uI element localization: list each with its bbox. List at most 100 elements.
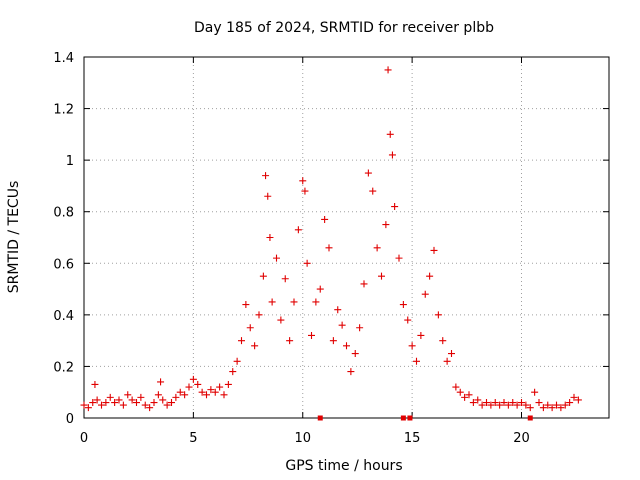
data-point <box>301 187 309 195</box>
data-point <box>557 404 565 412</box>
y-tick-label: 1 <box>66 154 74 169</box>
data-point <box>242 301 250 309</box>
data-point <box>399 301 407 309</box>
data-point <box>259 272 267 280</box>
data-point <box>290 298 298 306</box>
data-point <box>421 290 429 298</box>
data-point <box>478 401 486 409</box>
data-point <box>91 380 99 388</box>
data-point <box>334 306 342 314</box>
data-point <box>266 234 274 241</box>
data-point <box>211 388 219 396</box>
x-tick-label: 15 <box>404 431 421 446</box>
data-point <box>426 272 434 280</box>
x-tick-label: 5 <box>189 431 197 446</box>
data-point <box>487 401 495 409</box>
data-point <box>294 226 302 234</box>
data-point <box>111 399 119 407</box>
data-point <box>364 169 372 177</box>
data-point <box>124 391 132 399</box>
data-point <box>316 285 324 293</box>
x-tick-label: 10 <box>294 431 311 446</box>
data-point <box>233 357 241 365</box>
data-points <box>80 66 582 421</box>
data-point <box>574 396 582 404</box>
data-point <box>303 259 311 267</box>
data-point <box>189 375 197 383</box>
data-point <box>168 399 175 407</box>
data-point <box>308 331 315 339</box>
data-point <box>273 254 280 262</box>
data-point <box>207 386 215 394</box>
data-point <box>566 399 574 407</box>
data-point <box>141 401 149 409</box>
data-point <box>84 404 92 412</box>
data-point <box>504 401 512 409</box>
y-tick-label: 0.2 <box>53 360 74 375</box>
data-point <box>216 383 224 391</box>
data-point <box>386 130 394 138</box>
baseline-marker <box>407 415 413 421</box>
y-tick-label: 0.8 <box>53 206 74 221</box>
data-point <box>369 187 377 195</box>
data-point <box>513 401 521 409</box>
data-point <box>434 311 442 319</box>
data-point <box>268 298 276 306</box>
data-point <box>146 404 154 412</box>
data-point <box>509 399 517 407</box>
data-point <box>360 280 368 288</box>
baseline-marker <box>317 415 323 421</box>
data-point <box>220 391 228 399</box>
x-tick-label: 0 <box>80 431 88 446</box>
data-point <box>539 404 547 412</box>
data-point <box>443 357 451 365</box>
data-point <box>408 342 416 350</box>
data-point <box>531 388 539 396</box>
data-point <box>224 380 232 388</box>
data-point <box>343 342 350 350</box>
data-point <box>356 324 364 332</box>
data-point <box>106 393 114 401</box>
data-point <box>229 368 237 376</box>
data-point <box>176 388 184 396</box>
data-point <box>452 383 460 391</box>
data-point <box>338 321 346 329</box>
data-point <box>384 66 392 74</box>
y-tick-label: 0.6 <box>53 257 74 272</box>
data-point <box>474 396 482 404</box>
data-point <box>329 337 337 345</box>
data-point <box>255 311 263 319</box>
data-point <box>89 399 97 407</box>
data-point <box>137 393 145 401</box>
data-point <box>522 401 530 409</box>
data-point <box>325 244 333 252</box>
y-axis-label: SRMTID / TECUs <box>6 181 22 294</box>
data-point <box>388 151 396 159</box>
data-point <box>518 399 525 407</box>
data-point <box>181 391 189 399</box>
data-point <box>133 399 140 407</box>
data-point <box>185 383 193 391</box>
baseline-marker <box>527 415 533 421</box>
data-point <box>80 401 88 409</box>
data-point <box>347 368 355 376</box>
data-point <box>378 272 385 280</box>
data-point <box>128 396 136 404</box>
data-point <box>465 391 473 399</box>
data-point <box>119 401 127 409</box>
x-axis-label: GPS time / hours <box>285 458 402 474</box>
data-point <box>469 399 477 407</box>
data-point <box>251 342 259 350</box>
x-axis: 0 5 10 15 20 <box>80 57 530 446</box>
data-point <box>395 254 403 262</box>
data-point <box>299 177 307 185</box>
data-point <box>238 337 245 345</box>
data-point <box>262 172 270 180</box>
data-point <box>500 399 508 407</box>
y-axis: 0 0.2 0.4 0.6 0.8 1 1.2 1.4 <box>53 51 609 427</box>
data-point <box>150 399 158 407</box>
data-point <box>553 401 560 409</box>
gridlines <box>84 57 609 418</box>
data-point <box>351 350 359 358</box>
